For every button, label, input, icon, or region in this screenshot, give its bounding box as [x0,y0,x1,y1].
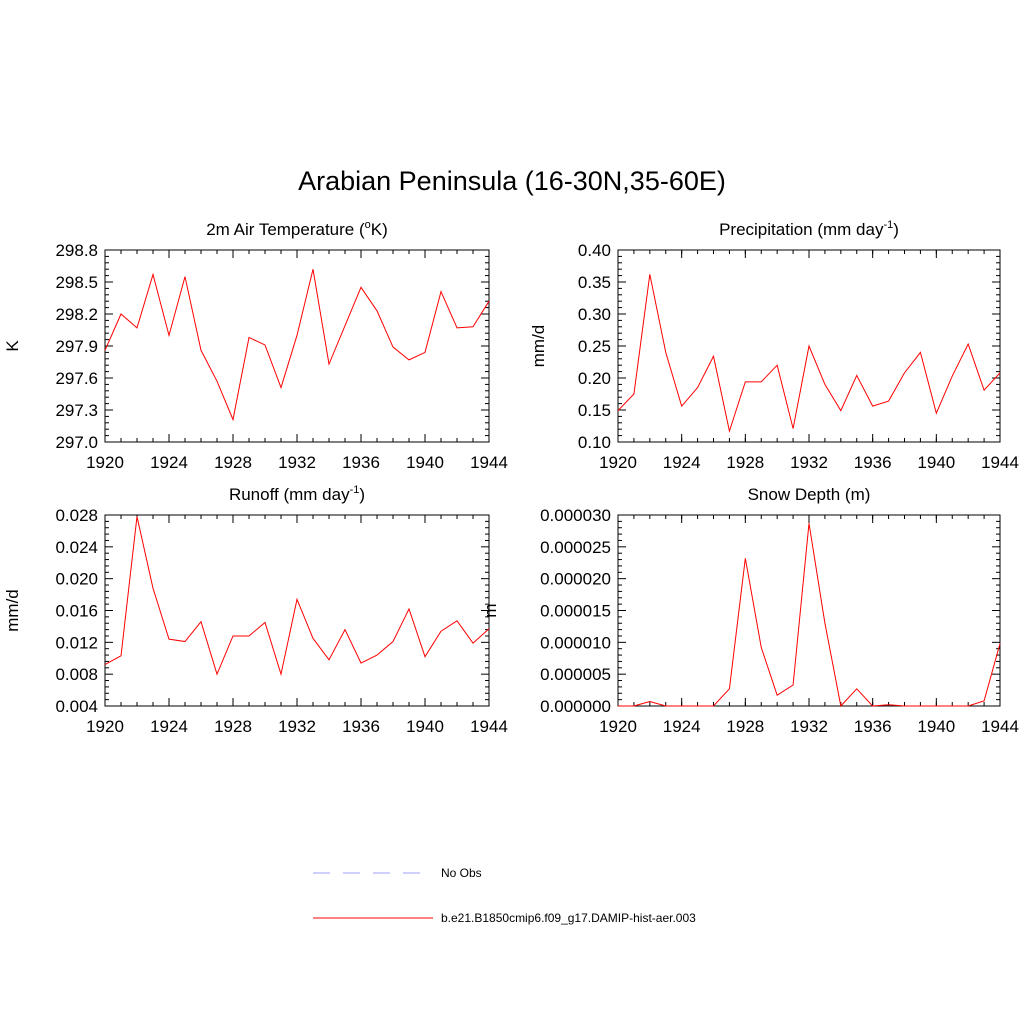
y-tick-label: 0.020 [55,570,98,589]
x-tick-label: 1928 [726,453,764,472]
series-line [104,269,490,422]
x-tick-label: 1944 [470,717,508,736]
y-tick-label: 297.0 [55,433,98,452]
legend-label-obs: No Obs [441,866,482,880]
page-title: Arabian Peninsula (16-30N,35-60E) [298,166,726,196]
y-tick-label: 298.8 [55,241,98,260]
series-line [617,274,1001,434]
y-tick-label: 0.000020 [540,570,611,589]
x-tick-label: 1928 [726,717,764,736]
x-tick-label: 1928 [214,453,252,472]
x-tick-label: 1920 [599,453,637,472]
series-line [104,516,490,677]
x-tick-label: 1920 [86,453,124,472]
x-tick-label: 1928 [214,717,252,736]
y-axis-label: K [3,340,22,352]
x-tick-label: 1944 [470,453,508,472]
panel-title: Runoff (mm day-1) [229,484,365,504]
y-tick-label: 298.5 [55,273,98,292]
x-tick-label: 1940 [917,453,955,472]
y-tick-label: 0.20 [578,369,611,388]
y-tick-label: 0.40 [578,241,611,260]
y-tick-label: 0.25 [578,337,611,356]
x-tick-label: 1924 [663,453,701,472]
plot-frame [104,514,490,707]
x-tick-label: 1932 [278,717,316,736]
y-tick-label: 0.15 [578,401,611,420]
y-tick-label: 0.008 [55,665,98,684]
y-tick-label: 0.000000 [540,697,611,716]
y-tick-label: 0.004 [55,697,98,716]
plot-frame [617,514,1001,707]
y-tick-label: 297.6 [55,369,98,388]
x-tick-label: 1936 [342,453,380,472]
y-tick-label: 298.2 [55,305,98,324]
plot-frame [104,249,490,443]
x-tick-label: 1940 [406,717,444,736]
x-tick-label: 1932 [790,717,828,736]
x-tick-label: 1924 [150,717,188,736]
series-line [618,523,1001,708]
y-tick-label: 0.024 [55,538,98,557]
y-tick-label: 0.000025 [540,538,611,557]
x-tick-label: 1944 [981,717,1019,736]
x-tick-label: 1932 [790,453,828,472]
y-tick-label: 0.000015 [540,602,611,621]
x-tick-label: 1920 [599,717,637,736]
x-tick-label: 1932 [278,453,316,472]
x-tick-label: 1944 [981,453,1019,472]
x-tick-label: 1940 [406,453,444,472]
panel-title: Precipitation (mm day-1) [719,219,899,239]
panel-title: 2m Air Temperature (oK) [206,219,388,239]
y-tick-label: 0.000010 [540,633,611,652]
y-tick-label: 0.10 [578,433,611,452]
y-axis-label: m [481,603,500,617]
x-tick-label: 1940 [917,717,955,736]
y-axis-label: mm/d [3,589,22,632]
panel-title: Snow Depth (m) [748,485,871,504]
x-tick-label: 1920 [86,717,124,736]
y-tick-label: 297.3 [55,401,98,420]
y-tick-label: 0.30 [578,305,611,324]
x-tick-label: 1936 [854,717,892,736]
y-axis-label: mm/d [529,325,548,368]
y-tick-label: 0.012 [55,633,98,652]
legend-label-model: b.e21.B1850cmip6.f09_g17.DAMIP-hist-aer.… [441,911,696,925]
x-tick-label: 1936 [342,717,380,736]
y-tick-label: 0.35 [578,273,611,292]
y-tick-label: 0.028 [55,506,98,525]
y-tick-label: 0.000030 [540,506,611,525]
x-tick-label: 1924 [663,717,701,736]
y-tick-label: 297.9 [55,337,98,356]
y-tick-label: 0.000005 [540,665,611,684]
y-tick-label: 0.016 [55,602,98,621]
x-tick-label: 1936 [854,453,892,472]
x-tick-label: 1924 [150,453,188,472]
